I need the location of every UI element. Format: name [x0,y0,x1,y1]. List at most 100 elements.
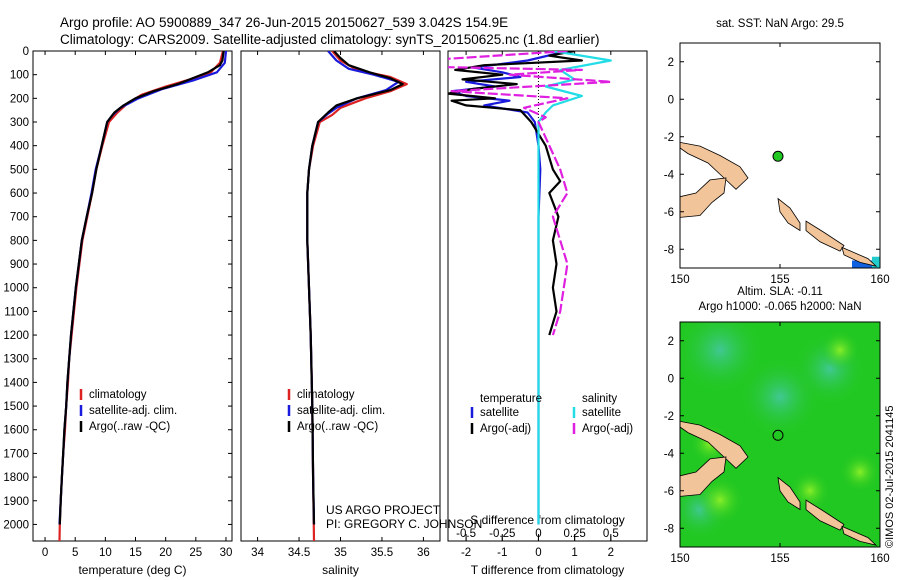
header-line-1: Argo profile: AO 5900889_347 26-Jun-2015… [60,15,508,30]
sla-anomaly [820,330,860,371]
legend-title: temperature [480,393,542,405]
x-tick-label: 30 [220,547,233,559]
y-tick-label: 100 [10,70,29,82]
x-tick-label: 160 [870,553,889,565]
y-tick-label: 2 [668,57,674,69]
y-tick-label: 1100 [4,306,29,318]
x-tick-label: 5 [72,547,78,559]
y-tick-label: 1200 [3,330,29,342]
sla-anomaly [790,470,830,511]
sst-pixel [872,256,880,268]
legend-label: climatology [297,389,355,401]
y-tick-label: 1800 [3,472,29,484]
sla-map-title: Altim. SLA: -0.11 [737,286,822,298]
credit-line-2: PI: GREGORY C. JOHNSON [326,517,482,531]
land-mass [841,525,878,546]
x-tick-label: -1 [497,547,507,559]
y-tick-label: -6 [664,207,674,219]
difference-xlabel: T difference from climatology [471,563,625,577]
temperature-xlabel: temperature (deg C) [78,563,186,577]
y-tick-label: 200 [10,93,29,105]
header-line-2: Climatology: CARS2009. Satellite-adjuste… [60,32,600,47]
temperature-series-argo-raw-qc- [58,51,225,525]
sst-map: 150 155 160 2 0 -2 -4 -6 -8 sat. SST: NaN Argo: 2… [664,18,890,286]
y-tick-label: 1500 [3,401,29,413]
land-mass [680,141,749,190]
sst-pixel [852,260,872,268]
top-tick-label: -0.25 [489,528,515,540]
land-mass [680,420,749,469]
x-tick-label: 34 [251,547,264,559]
x-tick-label: 34.5 [288,547,310,559]
legend-label: Argo(-adj) [582,423,633,435]
y-tick-label: 1900 [3,496,29,508]
y-tick-label: 600 [10,188,29,200]
credit-line-1: US ARGO PROJECT [326,503,441,517]
top-tick-label: 0 [535,528,541,540]
salinity-frame [240,50,441,542]
legend-title: salinity [582,393,617,405]
y-tick-label: -4 [664,169,675,181]
difference-series-argo-adj- [448,51,583,336]
y-tick-label: -6 [664,486,674,498]
y-tick-label: -8 [664,244,674,256]
x-tick-label: 35.5 [371,547,393,559]
legend-label: satellite-adj. clim. [89,405,177,417]
y-tick-label: -4 [664,448,675,460]
y-tick-label: -2 [664,411,674,423]
difference-frame [447,50,648,542]
x-tick-label: 150 [670,553,689,565]
y-tick-label: 1300 [3,354,29,366]
x-tick-label: 0 [535,547,541,559]
y-tick-label: 2 [668,336,674,348]
sla-anomaly [840,452,880,492]
argo-marker [772,429,784,441]
salinity-series-climatology [306,51,408,541]
legend-label: climatology [89,389,147,401]
y-tick-label: -8 [664,523,674,535]
x-tick-label: 35 [334,547,347,559]
temperature-series-satellite-adj-clim- [58,51,228,525]
difference-series-satellite [450,51,568,525]
sla-map: 150 155 160 2 0 -2 -4 -6 -8 Altim. SLA: -0.11 Argo… [664,286,890,565]
land-mass [777,476,801,511]
x-tick-label: 25 [189,547,202,559]
x-tick-label: 155 [770,553,789,565]
x-tick-label: 20 [159,547,172,559]
temperature-frame [32,50,233,542]
y-tick-label: 1400 [3,377,29,389]
top-tick-label: 0.5 [603,528,619,540]
y-tick-label: 1700 [3,448,29,460]
y-tick-label: 500 [10,164,29,176]
temperature-series-climatology [58,51,225,541]
x-tick-label: -2 [461,547,471,559]
land-mass [680,177,727,218]
legend-label: satellite [480,407,519,419]
legend-label: satellite-adj. clim. [297,405,385,417]
sst-map-title: sat. SST: NaN Argo: 29.5 [716,18,844,30]
difference-top-xlabel: S difference from climatology [470,513,625,527]
x-tick-label: 0 [42,547,48,559]
sla-anomaly [680,322,764,395]
y-tick-label: 900 [10,259,29,271]
x-tick-label: 2 [608,547,614,559]
argo-marker [772,150,784,162]
salinity-series-argo-raw-qc- [306,51,404,525]
sla-anomaly [696,476,744,525]
legend-label: Argo(-adj) [480,423,531,435]
x-tick-label: 36 [417,547,430,559]
temperature-panel: 0100200300400500600700800900100011001200… [3,46,233,577]
land-mass [805,499,845,531]
top-tick-label: 0.25 [563,528,585,540]
x-tick-label: 155 [770,274,789,286]
legend-label: satellite [582,407,621,419]
land-mass [805,220,845,252]
land-mass [841,246,878,267]
y-tick-label: 2000 [3,519,29,531]
y-tick-label: 0 [668,94,674,106]
legend-label: Argo(..raw -QC) [297,421,378,433]
copyright-label: ©IMOS 02-Jul-2015 2041145 [884,406,896,548]
y-tick-label: 1000 [3,283,29,295]
y-tick-label: 400 [10,141,29,153]
